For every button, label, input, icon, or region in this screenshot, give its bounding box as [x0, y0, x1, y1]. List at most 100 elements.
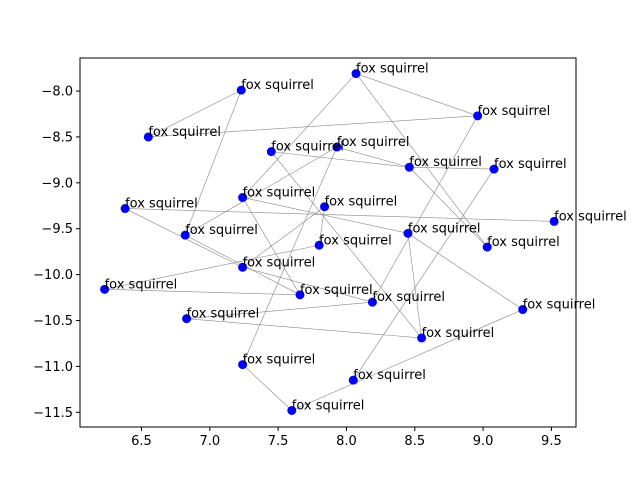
point-label: fox squirrel — [105, 277, 178, 292]
edge-line — [271, 151, 410, 168]
point-label: fox squirrel — [243, 186, 316, 201]
point-label: fox squirrel — [325, 195, 398, 210]
edge-line — [242, 146, 338, 365]
x-tick-label: 9.0 — [473, 434, 494, 449]
x-tick-label: 9.5 — [541, 434, 562, 449]
data-point — [417, 333, 427, 343]
y-tick-label: −10.0 — [33, 268, 73, 283]
point-label: fox squirrel — [353, 368, 426, 383]
edge-line — [407, 233, 422, 339]
edge-line — [336, 146, 410, 168]
edge-layer — [104, 73, 555, 411]
data-point — [236, 85, 246, 95]
edge-line — [185, 146, 338, 236]
edge-line — [271, 151, 422, 339]
point-label: fox squirrel — [319, 233, 392, 248]
x-tick-label: 8.0 — [336, 434, 357, 449]
edge-line — [186, 301, 373, 319]
point-label: fox squirrel — [243, 255, 316, 270]
y-tick-label: −11.0 — [33, 360, 73, 375]
point-label: fox squirrel — [356, 62, 429, 77]
data-point — [549, 216, 559, 226]
edge-line — [355, 73, 478, 117]
data-point — [320, 202, 330, 212]
x-tick-label: 7.5 — [268, 434, 289, 449]
point-label: fox squirrel — [292, 398, 365, 413]
data-point — [332, 142, 342, 152]
edge-line — [242, 266, 373, 303]
data-point — [238, 262, 248, 272]
point-label: fox squirrel — [241, 78, 314, 93]
data-point — [238, 193, 248, 203]
edge-line — [104, 244, 320, 290]
edge-line — [318, 206, 325, 246]
data-point — [295, 290, 305, 300]
y-tick-label: −10.5 — [33, 314, 73, 329]
data-point — [367, 297, 377, 307]
data-point — [482, 242, 492, 252]
point-label: fox squirrel — [494, 157, 567, 172]
data-point — [473, 111, 483, 121]
data-point — [180, 230, 190, 240]
data-point — [314, 240, 324, 250]
edge-line — [407, 233, 523, 310]
point-label: fox squirrel — [487, 235, 560, 250]
y-tick-label: −11.5 — [33, 406, 73, 421]
data-point — [348, 375, 358, 385]
edge-line — [104, 289, 300, 296]
data-point — [489, 164, 499, 174]
point-label: fox squirrel — [422, 326, 495, 341]
edge-line — [148, 115, 478, 138]
data-point — [287, 405, 297, 415]
point-label: fox squirrel — [478, 104, 551, 119]
y-tick-label: −9.0 — [41, 176, 73, 191]
point-label: fox squirrel — [185, 223, 258, 238]
point-label: fox squirrel — [300, 283, 373, 298]
data-point — [266, 147, 276, 157]
edge-line — [353, 168, 495, 381]
point-label: fox squirrel — [271, 140, 344, 155]
point-label: fox squirrel — [187, 307, 260, 322]
edge-line — [409, 167, 488, 248]
point-label: fox squirrel — [409, 155, 482, 170]
plot-area-frame — [79, 57, 577, 428]
x-tick-label: 7.0 — [199, 434, 220, 449]
data-point — [120, 204, 130, 214]
data-point — [143, 132, 153, 142]
data-point — [100, 284, 110, 294]
point-label: fox squirrel — [523, 298, 596, 313]
point-label: fox squirrel — [554, 209, 627, 224]
edge-line — [125, 208, 555, 222]
point-layer — [100, 69, 559, 415]
point-label: fox squirrel — [125, 197, 198, 212]
edge-line — [242, 73, 357, 198]
point-label: fox squirrel — [148, 125, 221, 140]
x-axis-ticks: 6.5 7.0 7.5 8.0 8.5 9.0 9.5 — [131, 427, 562, 449]
y-tick-label: −9.5 — [41, 222, 73, 237]
y-tick-label: −8.0 — [41, 85, 73, 100]
edge-line — [372, 115, 478, 303]
point-label: fox squirrel — [408, 221, 481, 236]
y-tick-label: −8.5 — [41, 130, 73, 145]
edge-line — [242, 364, 292, 411]
x-tick-label: 8.5 — [404, 434, 425, 449]
point-label: fox squirrel — [243, 353, 316, 368]
x-tick-label: 6.5 — [131, 434, 152, 449]
edge-line — [409, 166, 495, 170]
data-point — [404, 162, 414, 172]
edge-line — [184, 90, 242, 236]
edge-line — [242, 197, 408, 234]
data-point — [351, 69, 361, 79]
point-label: fox squirrel — [372, 290, 445, 305]
edge-line — [148, 89, 242, 138]
edge-line — [242, 206, 325, 268]
data-point — [182, 314, 192, 324]
data-point — [238, 360, 248, 370]
point-label: fox squirrel — [337, 135, 410, 150]
edge-line — [291, 309, 523, 411]
data-point — [403, 228, 413, 238]
y-axis-ticks: −8.0 −8.5 −9.0 −9.5 −10.0 −10.5 −11.0 −11.5 — [33, 85, 80, 421]
edge-line — [186, 318, 422, 339]
